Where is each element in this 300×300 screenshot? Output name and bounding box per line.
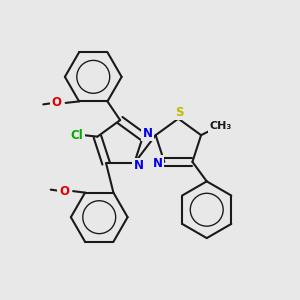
Text: N: N <box>153 157 163 170</box>
Text: O: O <box>52 96 62 110</box>
Text: O: O <box>59 184 69 198</box>
Text: N: N <box>142 127 153 140</box>
Text: CH₃: CH₃ <box>210 121 232 131</box>
Text: S: S <box>176 106 184 118</box>
Text: N: N <box>134 159 144 172</box>
Text: Cl: Cl <box>70 129 83 142</box>
